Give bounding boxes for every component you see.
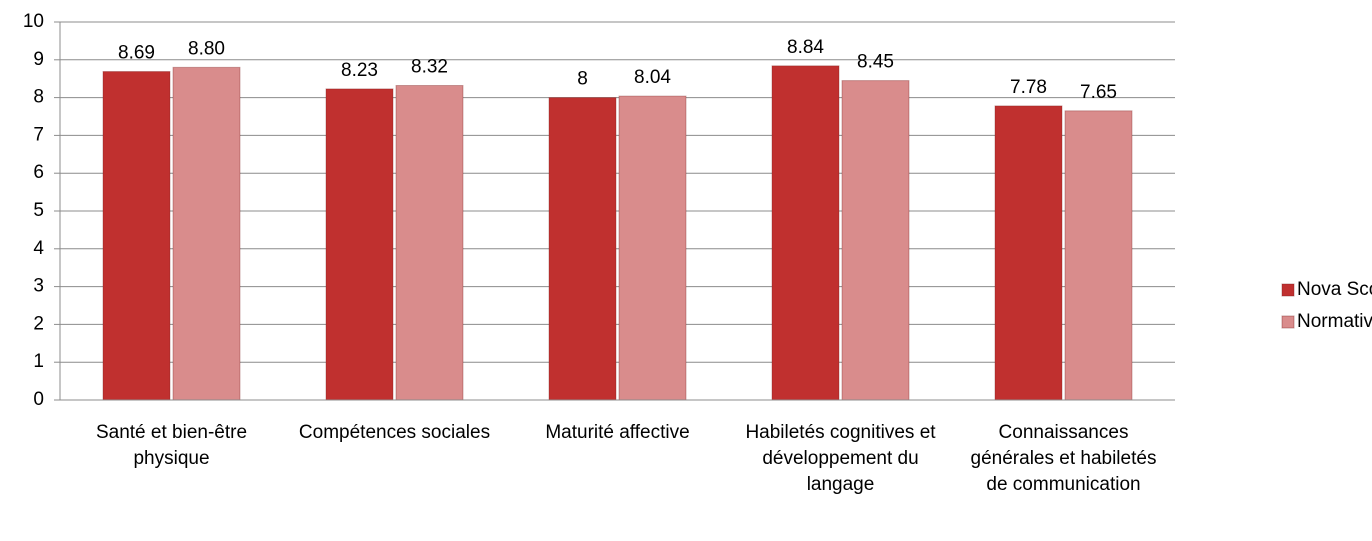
value-label: 8.23: [341, 60, 378, 81]
bar: [548, 97, 617, 401]
value-label: 8.32: [411, 57, 448, 78]
bar: [1064, 110, 1133, 401]
legend-label: Nova Scotia: [1297, 279, 1372, 300]
bar: [841, 80, 910, 401]
bar: [395, 85, 464, 401]
x-tick-label: Maturité affective: [545, 422, 690, 443]
x-tick-label: Habiletés cognitives et développement du…: [745, 422, 936, 495]
y-tick-label: 10: [23, 11, 44, 32]
value-label: 8.04: [634, 67, 671, 88]
bar: [618, 95, 687, 401]
y-tick-label: 4: [33, 238, 44, 259]
legend-swatch: [1281, 283, 1295, 297]
y-tick-label: 0: [33, 389, 44, 410]
bar: [102, 71, 171, 401]
value-label: 8.45: [857, 52, 894, 73]
y-tick-label: 9: [33, 49, 44, 70]
value-label: 8: [577, 69, 588, 90]
x-tick-label: Santé et bien-être physique: [95, 422, 248, 469]
value-label: 8.84: [787, 37, 824, 58]
bar: [994, 105, 1063, 401]
x-tick-label: Connaissances générales et habiletés de …: [970, 422, 1157, 495]
bar: [172, 66, 241, 401]
bar: [771, 65, 840, 401]
x-tick-label: Compétences sociales: [298, 422, 491, 443]
y-tick-label: 5: [33, 200, 44, 221]
y-tick-label: 2: [33, 313, 44, 334]
legend-swatch: [1281, 315, 1295, 329]
value-label: 7.65: [1080, 82, 1117, 103]
value-label: 8.69: [118, 43, 155, 64]
y-tick-label: 8: [33, 87, 44, 108]
bar: [325, 88, 394, 401]
value-label: 8.80: [188, 38, 225, 59]
y-tick-label: 1: [33, 351, 44, 372]
value-label: 7.78: [1010, 77, 1047, 98]
y-tick-label: 7: [33, 124, 44, 145]
y-tick-label: 3: [33, 276, 44, 297]
legend-label: Normative II: [1297, 311, 1372, 332]
y-tick-label: 6: [33, 162, 44, 183]
